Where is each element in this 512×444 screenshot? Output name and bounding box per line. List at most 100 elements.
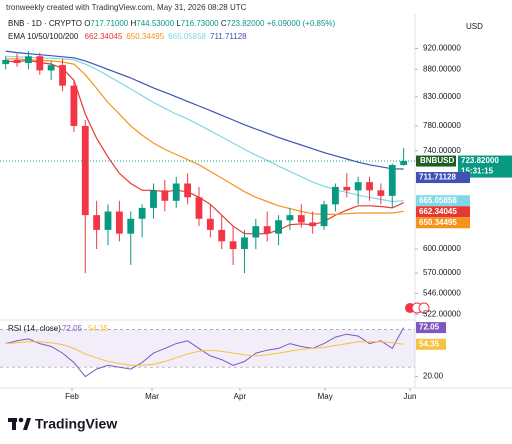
- logo: TradingView: [8, 416, 117, 432]
- candle-body: [13, 59, 21, 64]
- y-tick-label: 740.00000: [423, 146, 461, 155]
- ohlc-value: 717.71000: [90, 19, 128, 28]
- candle-body: [343, 186, 351, 191]
- x-tick-label: Mar: [145, 392, 159, 401]
- rsi-tag-bg: [416, 322, 446, 334]
- ema-tag: 650.34495: [419, 218, 457, 227]
- price-tag: 723.82000: [461, 156, 499, 165]
- plot: 920.00000 880.00000 830.00000 780.00000 740.…: [0, 44, 512, 401]
- ohlc-key: L: [176, 19, 181, 28]
- candle-body: [172, 183, 180, 201]
- candle-body: [366, 182, 373, 191]
- y-tick-label: 546.00000: [423, 288, 461, 297]
- candle-body: [332, 186, 339, 205]
- candle-body: [195, 197, 203, 219]
- rsi-legend-value: 54.35: [88, 324, 109, 333]
- symbol-tag-bg: [416, 155, 456, 167]
- x-tick-label: Apr: [234, 392, 247, 401]
- ema-legend: EMA 10/50/100/200 662.34045 650.34495 665.…: [8, 32, 247, 41]
- candle-body: [297, 215, 305, 223]
- y-tick-label: 600.00000: [423, 244, 461, 253]
- ema-value: 662.34045: [85, 32, 123, 41]
- y-tick-label: 880.00000: [423, 64, 461, 73]
- candle-body: [115, 211, 123, 234]
- ema-value: 650.34495: [126, 32, 164, 41]
- ohlc-value: 744.53000: [136, 19, 174, 28]
- ohlc-key: H: [130, 19, 136, 28]
- x-tick-label: Jun: [404, 392, 417, 401]
- candle-body: [25, 56, 32, 64]
- logo-mark: [23, 418, 31, 430]
- y-tick-label: 570.00000: [423, 268, 461, 277]
- rsi-tag: 72.05: [419, 323, 440, 332]
- countdown: 15:31:15: [461, 167, 494, 176]
- ohlc-value: 716.73000: [181, 19, 219, 28]
- change: +6.09000 (+0.85%): [267, 19, 336, 28]
- candle-body: [354, 182, 362, 191]
- candle-body: [229, 241, 237, 250]
- candle-body: [127, 218, 135, 234]
- symbol-tag: BNBUSD: [420, 156, 454, 165]
- ema-tag: 665.05858: [419, 196, 457, 205]
- candle-body: [286, 215, 294, 221]
- candle-body: [377, 190, 385, 196]
- logo-mark: [18, 417, 24, 423]
- candle-body: [275, 220, 282, 234]
- news-icons: [405, 302, 430, 314]
- candle-body: [252, 226, 260, 238]
- ohlc-key: O: [84, 19, 90, 28]
- candle-body: [70, 85, 78, 126]
- candle-body: [138, 207, 146, 219]
- logo-mark: [12, 418, 16, 430]
- candle-body: [36, 56, 44, 71]
- ema-tag-bg: [416, 217, 470, 229]
- candle-body: [47, 65, 55, 71]
- ohlc-legend: BNB · 1D · CRYPTO O717.71000 H744.53000 …: [8, 19, 336, 28]
- y-tick-label: 920.00000: [423, 44, 461, 53]
- candle-body: [81, 125, 89, 216]
- rsi-legend-value: 72.05: [62, 324, 83, 333]
- candle-body: [320, 204, 328, 227]
- ema-tag-bg: [416, 206, 470, 218]
- rsi-tag-bg: [416, 338, 446, 350]
- candle-body: [388, 165, 396, 196]
- rsi-line: [5, 341, 404, 366]
- candle-body: [263, 226, 271, 234]
- candle-body: [184, 183, 192, 198]
- currency: USD: [466, 22, 483, 31]
- rsi-band: [0, 329, 415, 368]
- logo-text: TradingView: [35, 416, 117, 432]
- candle-body: [161, 190, 169, 201]
- y-tick-label: 830.00000: [423, 92, 461, 101]
- ema-value: 711.71128: [210, 32, 247, 41]
- ema-tag-bg: [416, 172, 470, 184]
- x-tick-label: May: [318, 392, 333, 401]
- credit: tronweekly created with TradingView.com,…: [6, 3, 247, 12]
- candle-body: [400, 161, 408, 166]
- ohlc-key: C: [221, 19, 227, 28]
- ema-line: [5, 50, 404, 170]
- y-tick-label: 780.00000: [423, 121, 461, 130]
- candle-body: [309, 222, 317, 227]
- candle-body: [104, 211, 112, 230]
- rsi-line: [5, 327, 405, 378]
- candle-body: [59, 65, 66, 86]
- ema-value: 665.05858: [168, 32, 206, 41]
- candle-body: [206, 218, 214, 230]
- candle-body: [218, 229, 226, 242]
- candle-body: [2, 59, 10, 65]
- indicator: EMA 10/50/100/200: [8, 32, 79, 41]
- price-tag-bg: [458, 155, 512, 178]
- ohlc-value: 723.82000: [227, 19, 265, 28]
- rsi-tag: 54.35: [419, 339, 440, 348]
- candle-body: [150, 190, 157, 208]
- candle-body: [241, 237, 248, 250]
- ema-tag: 711.71128: [419, 173, 456, 182]
- ema-tag: 662.34045: [419, 207, 457, 216]
- y-tick-label: 522.00000: [423, 310, 461, 319]
- x-tick-label: Feb: [65, 392, 79, 401]
- y-tick-label: 20.00: [423, 372, 444, 381]
- icon: [418, 302, 430, 314]
- rsi-title: RSI (14, close): [8, 324, 61, 333]
